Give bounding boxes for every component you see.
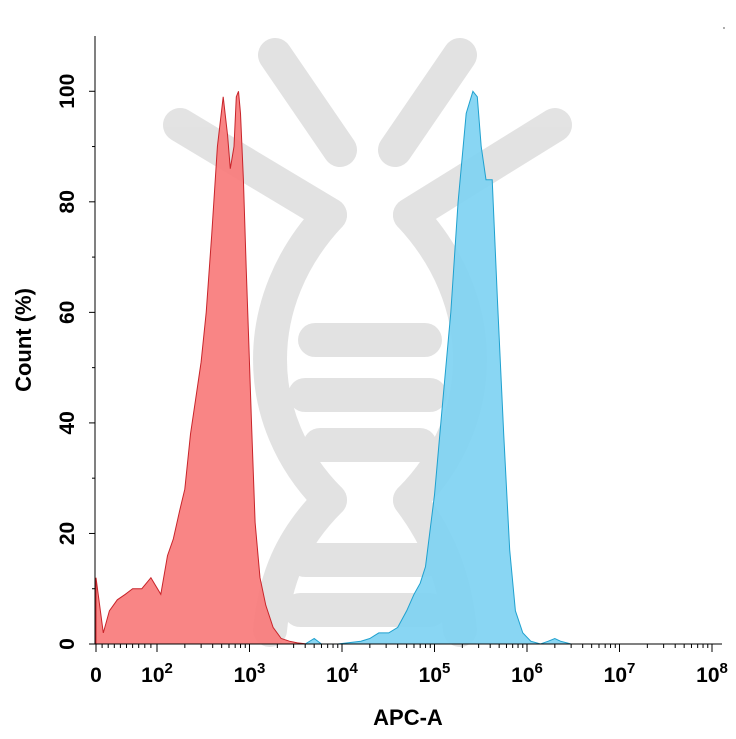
x-tick-label: 108 [696, 660, 728, 687]
x-axis-title: APC-A [373, 705, 443, 730]
x-ticks: 0 102 103 104 105 106 107 108 [90, 644, 728, 687]
x-tick-label: 106 [511, 660, 543, 687]
series-1-area [95, 91, 308, 645]
y-tick-label: 100 [56, 74, 79, 109]
corner-mark: ˈ [722, 25, 726, 39]
x-tick-label: 105 [419, 660, 451, 687]
y-tick-label: 0 [56, 638, 79, 650]
x-tick-label: 102 [141, 660, 173, 687]
x-tick-label: 103 [234, 660, 266, 687]
x-tick-label: 0 [90, 664, 102, 687]
y-tick-label: 80 [56, 190, 79, 213]
y-tick-label: 20 [56, 522, 79, 545]
y-axis-title: Count (%) [11, 288, 36, 392]
y-tick-label: 60 [56, 301, 79, 324]
x-tick-label: 107 [604, 660, 636, 687]
y-tick-label: 40 [56, 411, 79, 434]
series-2-area [303, 90, 572, 645]
x-tick-label: 104 [326, 660, 358, 687]
series-layer [95, 90, 572, 645]
y-ticks: 0 20 40 60 80 100 [56, 74, 95, 650]
